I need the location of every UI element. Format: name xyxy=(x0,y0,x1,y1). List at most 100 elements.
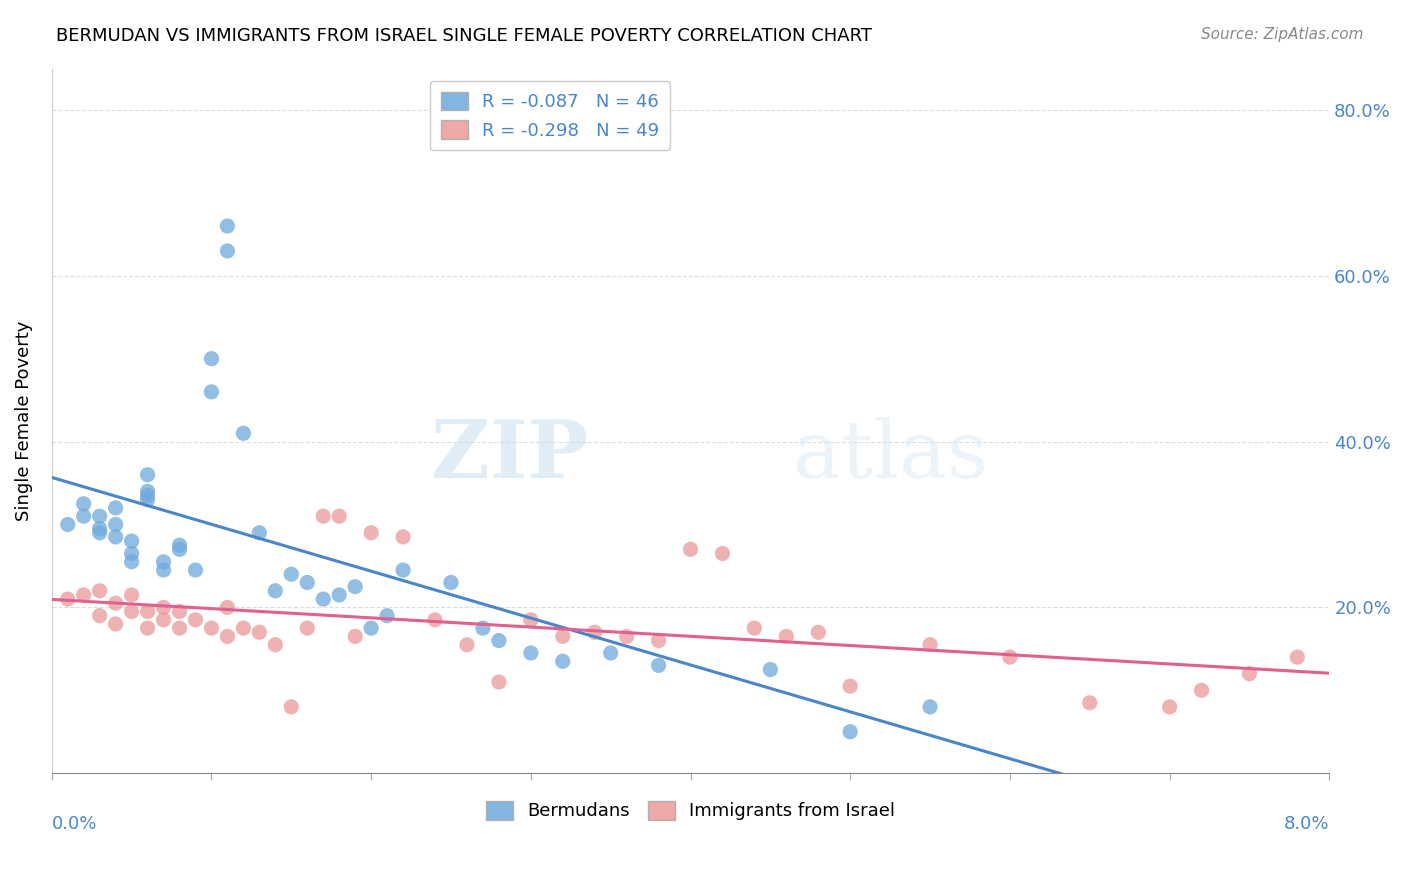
Text: 0.0%: 0.0% xyxy=(52,815,97,833)
Point xyxy=(136,488,159,502)
Point xyxy=(998,650,1021,665)
Point xyxy=(136,605,159,619)
Point xyxy=(264,583,287,598)
Text: ZIP: ZIP xyxy=(432,417,588,495)
Point xyxy=(1286,650,1309,665)
Point xyxy=(1078,696,1101,710)
Point xyxy=(121,555,143,569)
Point xyxy=(839,724,862,739)
Point xyxy=(89,522,111,536)
Point xyxy=(217,219,239,233)
Point xyxy=(56,592,79,607)
Point xyxy=(297,621,319,635)
Point xyxy=(152,613,174,627)
Point xyxy=(647,658,669,673)
Point xyxy=(807,625,830,640)
Point xyxy=(488,633,510,648)
Point xyxy=(121,547,143,561)
Point xyxy=(152,555,174,569)
Point xyxy=(56,517,79,532)
Point xyxy=(200,351,222,366)
Point xyxy=(104,517,127,532)
Point xyxy=(264,638,287,652)
Point xyxy=(247,625,270,640)
Point xyxy=(423,613,446,627)
Point xyxy=(136,492,159,507)
Point xyxy=(775,629,797,643)
Point xyxy=(616,629,638,643)
Point xyxy=(280,567,302,582)
Point xyxy=(471,621,494,635)
Point xyxy=(1239,666,1261,681)
Point xyxy=(184,613,207,627)
Point xyxy=(200,384,222,399)
Point xyxy=(551,629,574,643)
Point xyxy=(89,525,111,540)
Point xyxy=(312,592,335,607)
Point xyxy=(312,509,335,524)
Point xyxy=(152,563,174,577)
Point xyxy=(136,467,159,482)
Point xyxy=(217,600,239,615)
Point xyxy=(744,621,766,635)
Point xyxy=(200,621,222,635)
Point xyxy=(360,525,382,540)
Point xyxy=(104,617,127,632)
Text: Source: ZipAtlas.com: Source: ZipAtlas.com xyxy=(1201,27,1364,42)
Point xyxy=(217,244,239,258)
Point xyxy=(89,509,111,524)
Point xyxy=(232,426,254,441)
Point xyxy=(247,525,270,540)
Point xyxy=(583,625,606,640)
Point xyxy=(169,542,191,557)
Point xyxy=(599,646,621,660)
Point xyxy=(104,530,127,544)
Point xyxy=(1159,699,1181,714)
Point xyxy=(328,588,350,602)
Point xyxy=(839,679,862,693)
Point xyxy=(520,646,543,660)
Point xyxy=(456,638,478,652)
Point xyxy=(344,580,367,594)
Point xyxy=(104,596,127,610)
Point xyxy=(520,613,543,627)
Text: BERMUDAN VS IMMIGRANTS FROM ISRAEL SINGLE FEMALE POVERTY CORRELATION CHART: BERMUDAN VS IMMIGRANTS FROM ISRAEL SINGL… xyxy=(56,27,872,45)
Point xyxy=(121,588,143,602)
Point xyxy=(392,530,415,544)
Point xyxy=(89,608,111,623)
Point xyxy=(440,575,463,590)
Text: 8.0%: 8.0% xyxy=(1284,815,1329,833)
Point xyxy=(104,500,127,515)
Point xyxy=(759,663,782,677)
Point xyxy=(1191,683,1213,698)
Point xyxy=(328,509,350,524)
Text: atlas: atlas xyxy=(793,417,988,495)
Point xyxy=(679,542,702,557)
Point xyxy=(136,484,159,499)
Point xyxy=(136,621,159,635)
Point xyxy=(73,588,96,602)
Point xyxy=(121,534,143,549)
Point xyxy=(121,605,143,619)
Point xyxy=(73,509,96,524)
Point xyxy=(918,699,941,714)
Point xyxy=(711,547,734,561)
Point xyxy=(360,621,382,635)
Point xyxy=(217,629,239,643)
Point xyxy=(551,654,574,668)
Point xyxy=(392,563,415,577)
Point xyxy=(184,563,207,577)
Point xyxy=(280,699,302,714)
Point xyxy=(232,621,254,635)
Point xyxy=(297,575,319,590)
Point xyxy=(647,633,669,648)
Point xyxy=(488,675,510,690)
Point xyxy=(918,638,941,652)
Point xyxy=(89,583,111,598)
Point xyxy=(169,621,191,635)
Point xyxy=(375,608,398,623)
Point xyxy=(169,605,191,619)
Point xyxy=(73,497,96,511)
Y-axis label: Single Female Poverty: Single Female Poverty xyxy=(15,320,32,521)
Point xyxy=(169,538,191,552)
